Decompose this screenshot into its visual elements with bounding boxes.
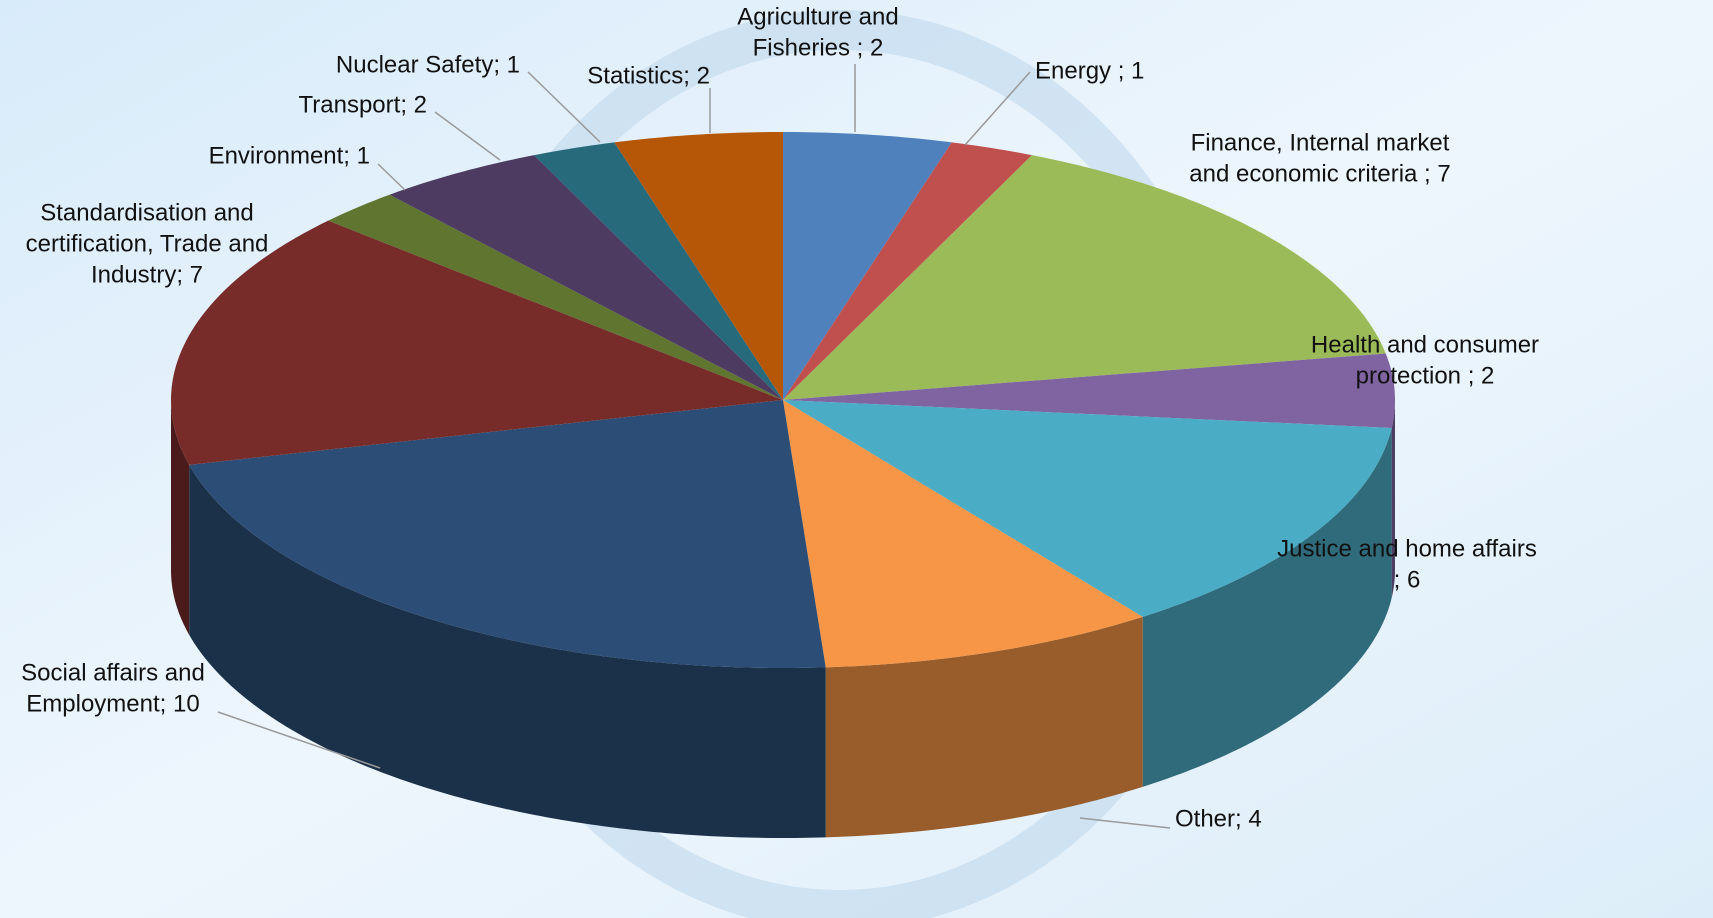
data-label: Social affairs and bbox=[21, 659, 205, 686]
slice bbox=[189, 400, 826, 668]
data-label: Fisheries ; 2 bbox=[753, 34, 884, 61]
data-label: ; 6 bbox=[1394, 566, 1421, 593]
data-label: Statistics; 2 bbox=[587, 62, 710, 89]
slice-side bbox=[171, 400, 190, 635]
data-label: Agriculture and bbox=[737, 3, 898, 30]
slice bbox=[783, 400, 1392, 617]
data-label: Nuclear Safety; 1 bbox=[336, 51, 520, 78]
data-label: Environment; 1 bbox=[209, 142, 370, 169]
slice bbox=[783, 142, 1032, 400]
data-label: certification, Trade and bbox=[26, 230, 269, 257]
leader-line bbox=[217, 711, 381, 769]
leader-line bbox=[434, 111, 501, 161]
slice bbox=[783, 155, 1386, 400]
slice bbox=[171, 220, 783, 465]
data-label: and economic criteria ; 7 bbox=[1189, 160, 1450, 187]
slice-side bbox=[825, 616, 1143, 838]
data-label: Finance, Internal market bbox=[1191, 129, 1450, 156]
slice bbox=[614, 132, 783, 400]
slice bbox=[328, 194, 783, 400]
data-label: Other; 4 bbox=[1175, 805, 1262, 832]
leader-line bbox=[527, 71, 601, 143]
slice-side bbox=[1391, 400, 1395, 599]
leader-line bbox=[1079, 817, 1171, 829]
slice bbox=[783, 353, 1395, 429]
leader-line bbox=[377, 163, 406, 191]
slice bbox=[783, 132, 952, 400]
data-label: Health and consumer bbox=[1311, 331, 1539, 358]
slice-side bbox=[1142, 428, 1392, 787]
data-label: Justice and home affairs bbox=[1277, 535, 1537, 562]
data-label: Standardisation and bbox=[40, 199, 254, 226]
data-label: Transport; 2 bbox=[299, 91, 428, 118]
slice bbox=[534, 142, 783, 400]
data-label: Industry; 7 bbox=[91, 261, 203, 288]
data-label: Employment; 10 bbox=[26, 690, 199, 717]
slice bbox=[389, 155, 783, 400]
data-label: protection ; 2 bbox=[1356, 362, 1495, 389]
slice-side bbox=[189, 464, 826, 838]
leader-line bbox=[964, 71, 1031, 146]
data-label: Energy ; 1 bbox=[1035, 57, 1144, 84]
slice bbox=[783, 400, 1143, 668]
